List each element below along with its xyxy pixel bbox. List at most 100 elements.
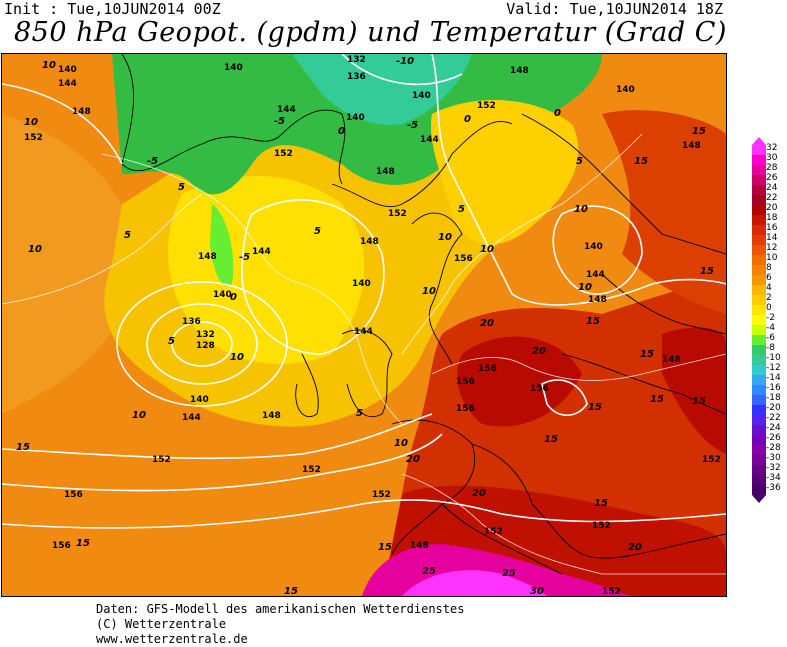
temp-label-15e: 15 [640, 349, 654, 360]
colorbar-swatch [752, 405, 766, 415]
temp-label-15j: 15 [16, 442, 30, 453]
label-148d: 148 [360, 237, 379, 247]
colorbar-swatch [752, 365, 766, 375]
label-156e: 156 [478, 364, 497, 374]
colorbar-swatch [752, 285, 766, 295]
colorbar-label: -32 [766, 463, 781, 473]
colorbar-label: 18 [766, 213, 778, 223]
temp-label-15c: 15 [700, 266, 714, 277]
label-140: 140 [58, 65, 77, 75]
label-148j: 148 [410, 541, 429, 551]
colorbar-label: 28 [766, 163, 778, 173]
colorbar-swatch [752, 355, 766, 365]
label-148: 148 [72, 107, 91, 117]
label-132: 132 [347, 55, 366, 65]
colorbar-label: -6 [766, 333, 775, 343]
colorbar-label: -26 [766, 433, 781, 443]
label-140b: 140 [224, 63, 243, 73]
temp-label-15b: 15 [634, 156, 648, 167]
temp-label-10: 10 [24, 117, 38, 128]
colorbar-swatch [752, 205, 766, 215]
temp-label-10c: 10 [42, 60, 56, 71]
colorbar-arrow-bottom [752, 495, 766, 503]
temp-zone-scandi [431, 100, 579, 245]
label-152b: 152 [477, 101, 496, 111]
label-156b: 156 [64, 490, 83, 500]
label-148e: 148 [198, 252, 217, 262]
label-152j: 152 [484, 527, 503, 537]
weather-map: 140 144 148 152 140 132 136 140 144 140 … [1, 53, 727, 597]
colorbar-label: 32 [766, 143, 778, 153]
temp-label-0d: 0 [230, 292, 237, 303]
label-152d: 152 [388, 209, 407, 219]
colorbar-label: 0 [766, 303, 772, 313]
footer-copyright: (C) Wetterzentrale [96, 617, 227, 631]
label-156f: 156 [530, 384, 549, 394]
label-152g: 152 [372, 490, 391, 500]
footer-data-source: Daten: GFS-Modell des amerikanischen Wet… [96, 602, 465, 616]
label-156: 156 [454, 254, 473, 264]
temp-label-10h: 10 [422, 286, 436, 297]
label-140f: 140 [352, 279, 371, 289]
colorbar-swatch [752, 435, 766, 445]
colorbar-label: 14 [766, 233, 778, 243]
colorbar-swatch [752, 245, 766, 255]
temp-label-10i: 10 [230, 352, 244, 363]
temp-label-m10: -10 [396, 56, 414, 67]
label-148b: 148 [510, 66, 529, 76]
temp-label-20e: 20 [628, 542, 642, 553]
colorbar-label: -22 [766, 413, 781, 423]
label-144d: 144 [252, 247, 271, 257]
label-156c: 156 [52, 541, 71, 551]
map-svg: 140 144 148 152 140 132 136 140 144 140 … [2, 54, 726, 596]
map-title: 850 hPa Geopot. (gpdm) und Temperatur (G… [14, 17, 727, 48]
colorbar-swatch [752, 345, 766, 355]
temp-label-10b: 10 [28, 244, 42, 255]
colorbar-label: 4 [766, 283, 772, 293]
colorbar-label: -12 [766, 363, 781, 373]
colorbar-label: 24 [766, 183, 778, 193]
label-144c: 144 [420, 135, 439, 145]
colorbar-swatch [752, 335, 766, 345]
colorbar-label: -28 [766, 443, 781, 453]
temp-label-15h: 15 [544, 434, 558, 445]
label-144: 144 [58, 79, 77, 89]
colorbar-swatch [752, 265, 766, 275]
colorbar-swatch [752, 225, 766, 235]
temp-label-15d: 15 [586, 316, 600, 327]
temp-label-m5b: -5 [274, 116, 285, 127]
temp-label-20: 20 [480, 318, 494, 329]
colorbar-swatch [752, 465, 766, 475]
colorbar-swatch [752, 155, 766, 165]
colorbar-swatch [752, 195, 766, 205]
colorbar-swatch [752, 165, 766, 175]
temp-label-5g: 5 [458, 204, 465, 215]
temp-label-30: 30 [530, 586, 544, 596]
colorbar-swatch [752, 425, 766, 435]
label-152f: 152 [302, 465, 321, 475]
colorbar-label: -4 [766, 323, 775, 333]
label-140g: 140 [213, 290, 232, 300]
colorbar-swatch [752, 145, 766, 155]
colorbar-swatch [752, 215, 766, 225]
label-140i: 140 [190, 395, 209, 405]
label-152: 152 [24, 133, 43, 143]
temp-label-15m: 15 [594, 498, 608, 509]
temp-label-15: 15 [692, 126, 706, 137]
isoline-labels: 140 144 148 152 140 132 136 140 144 140 … [16, 55, 721, 596]
label-140h: 140 [584, 242, 603, 252]
colorbar-swatch [752, 395, 766, 405]
colorbar-swatch [752, 295, 766, 305]
temp-label-10d: 10 [574, 204, 588, 215]
colorbar-swatch [752, 325, 766, 335]
colorbar-label: 16 [766, 223, 778, 233]
label-132b: 132 [196, 330, 215, 340]
label-152i: 152 [592, 521, 611, 531]
temp-label-15k: 15 [76, 538, 90, 549]
colorbar-swatch [752, 475, 766, 485]
colorbar-swatch [752, 305, 766, 315]
colorbar-label: -16 [766, 383, 781, 393]
colorbar-swatch [752, 455, 766, 465]
temp-label-15f: 15 [650, 394, 664, 405]
temp-label-0: 0 [338, 126, 345, 137]
